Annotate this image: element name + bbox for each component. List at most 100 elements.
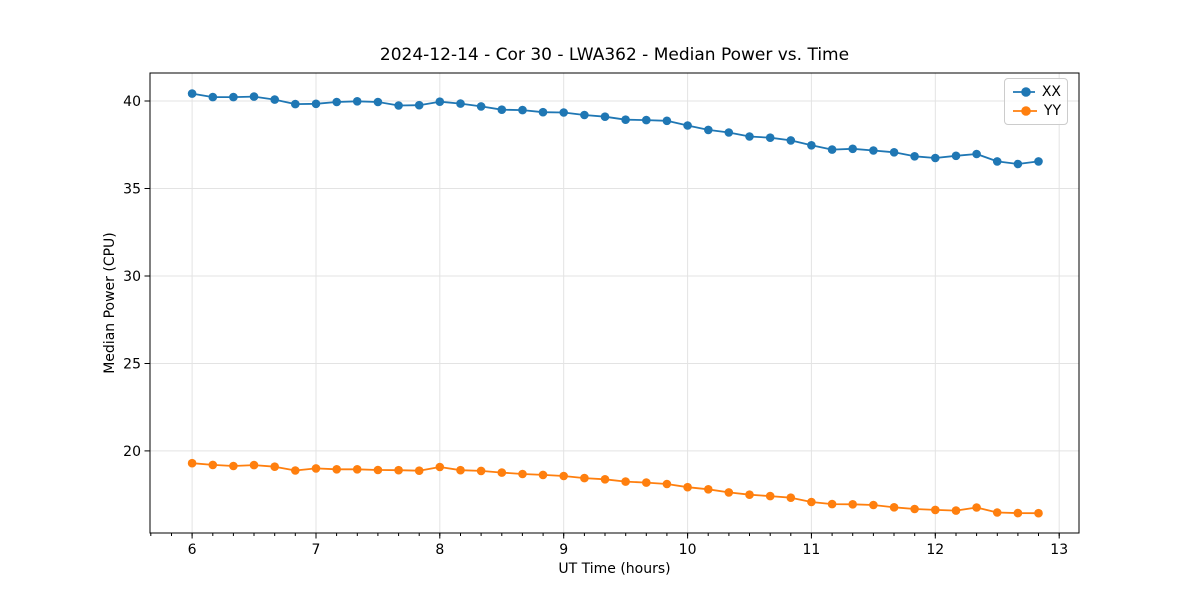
series-marker-yy: [951, 506, 961, 515]
series-marker-yy: [476, 466, 486, 476]
series-marker-yy: [187, 458, 197, 468]
series-marker-yy: [786, 493, 796, 503]
legend-item-xx: XX: [1011, 82, 1061, 102]
series-marker-xx: [662, 116, 672, 126]
series-marker-xx: [352, 97, 362, 106]
y-tick-label: 30: [123, 269, 141, 285]
series-marker-xx: [724, 128, 734, 137]
legend-label-xx: XX: [1041, 83, 1061, 100]
series-marker-xx: [414, 100, 424, 110]
series-marker-xx: [373, 97, 383, 107]
series-marker-yy: [807, 497, 816, 507]
series-marker-yy: [497, 468, 507, 477]
series-marker-xx: [394, 101, 403, 110]
series-marker-yy: [518, 469, 527, 479]
series-marker-xx: [229, 92, 238, 102]
series-marker-yy: [208, 460, 218, 470]
series-marker-yy: [311, 464, 321, 473]
series-marker-yy: [662, 479, 672, 489]
series-marker-xx: [910, 152, 919, 161]
series-marker-yy: [704, 485, 713, 494]
series-marker-yy: [642, 478, 651, 487]
series-marker-xx: [456, 99, 465, 108]
series-marker-xx: [497, 105, 507, 114]
x-axis-label: UT Time (hours): [558, 561, 671, 577]
legend-line-marker-icon: [1013, 106, 1037, 117]
y-tick-label: 40: [123, 94, 141, 110]
series-marker-yy: [580, 473, 589, 483]
series-marker-yy: [600, 475, 610, 484]
series-marker-xx: [518, 105, 527, 115]
series-marker-yy: [827, 499, 837, 509]
series-marker-yy: [683, 482, 692, 492]
series-marker-yy: [414, 466, 424, 476]
chart-title: 2024-12-14 - Cor 30 - LWA362 - Median Po…: [379, 45, 850, 65]
series-marker-yy: [910, 504, 919, 514]
x-tick-label: 9: [559, 542, 568, 558]
series-marker-yy: [291, 466, 300, 475]
series-marker-xx: [931, 153, 940, 163]
series-marker-yy: [435, 462, 445, 472]
series-marker-xx: [1034, 157, 1043, 166]
series-marker-yy: [249, 460, 259, 470]
y-tick-label: 35: [123, 182, 141, 198]
series-marker-xx: [208, 92, 218, 102]
series-marker-yy: [745, 490, 754, 500]
series-marker-yy: [848, 500, 857, 509]
series-marker-xx: [869, 146, 878, 155]
series-marker-yy: [373, 465, 383, 475]
series-marker-yy: [394, 465, 403, 475]
series-marker-xx: [311, 99, 321, 109]
series-marker-xx: [786, 136, 796, 145]
series-marker-xx: [765, 133, 775, 142]
x-tick-label: 12: [926, 542, 944, 558]
x-tick-label: 13: [1050, 542, 1068, 558]
axes-border: [149, 72, 1080, 534]
series-marker-yy: [1034, 508, 1043, 518]
y-tick-label: 25: [123, 357, 141, 373]
legend: XX YY: [1004, 78, 1068, 125]
series-marker-yy: [332, 465, 342, 474]
x-tick-label: 11: [802, 542, 820, 558]
series-marker-xx: [332, 97, 342, 107]
series-marker-xx: [538, 107, 548, 117]
series-marker-xx: [972, 149, 981, 159]
series-marker-yy: [869, 500, 878, 510]
series-marker-xx: [270, 95, 280, 104]
x-tick-label: 10: [679, 542, 697, 558]
x-tick-label: 6: [188, 542, 197, 558]
series-marker-xx: [600, 112, 610, 121]
legend-label-yy: YY: [1043, 103, 1061, 120]
series-marker-yy: [765, 491, 775, 501]
series-marker-yy: [889, 503, 899, 512]
series-marker-yy: [931, 505, 940, 515]
series-marker-xx: [559, 108, 568, 117]
series-marker-xx: [745, 132, 754, 141]
series-marker-yy: [992, 508, 1002, 517]
series-marker-yy: [456, 465, 465, 475]
series-marker-yy: [972, 503, 981, 512]
series-marker-xx: [580, 110, 589, 120]
series-marker-xx: [476, 102, 486, 111]
series-marker-xx: [1013, 159, 1023, 169]
series-marker-xx: [951, 151, 961, 161]
x-tick-label: 8: [435, 542, 444, 558]
series-marker-yy: [352, 465, 362, 474]
series-marker-xx: [848, 144, 857, 154]
series-marker-xx: [291, 99, 300, 109]
series-marker-yy: [538, 470, 548, 480]
series-marker-yy: [559, 471, 568, 481]
series-marker-xx: [807, 141, 816, 150]
series-marker-xx: [827, 145, 837, 154]
legend-item-yy: YY: [1011, 102, 1061, 122]
series-marker-yy: [1013, 508, 1023, 518]
series-marker-yy: [229, 461, 238, 471]
series-marker-xx: [889, 148, 899, 157]
y-axis-label: Median Power (CPU): [102, 232, 118, 374]
x-tick-label: 7: [312, 542, 321, 558]
series-marker-xx: [249, 92, 259, 101]
series-marker-xx: [992, 157, 1002, 166]
series-marker-xx: [683, 121, 692, 130]
